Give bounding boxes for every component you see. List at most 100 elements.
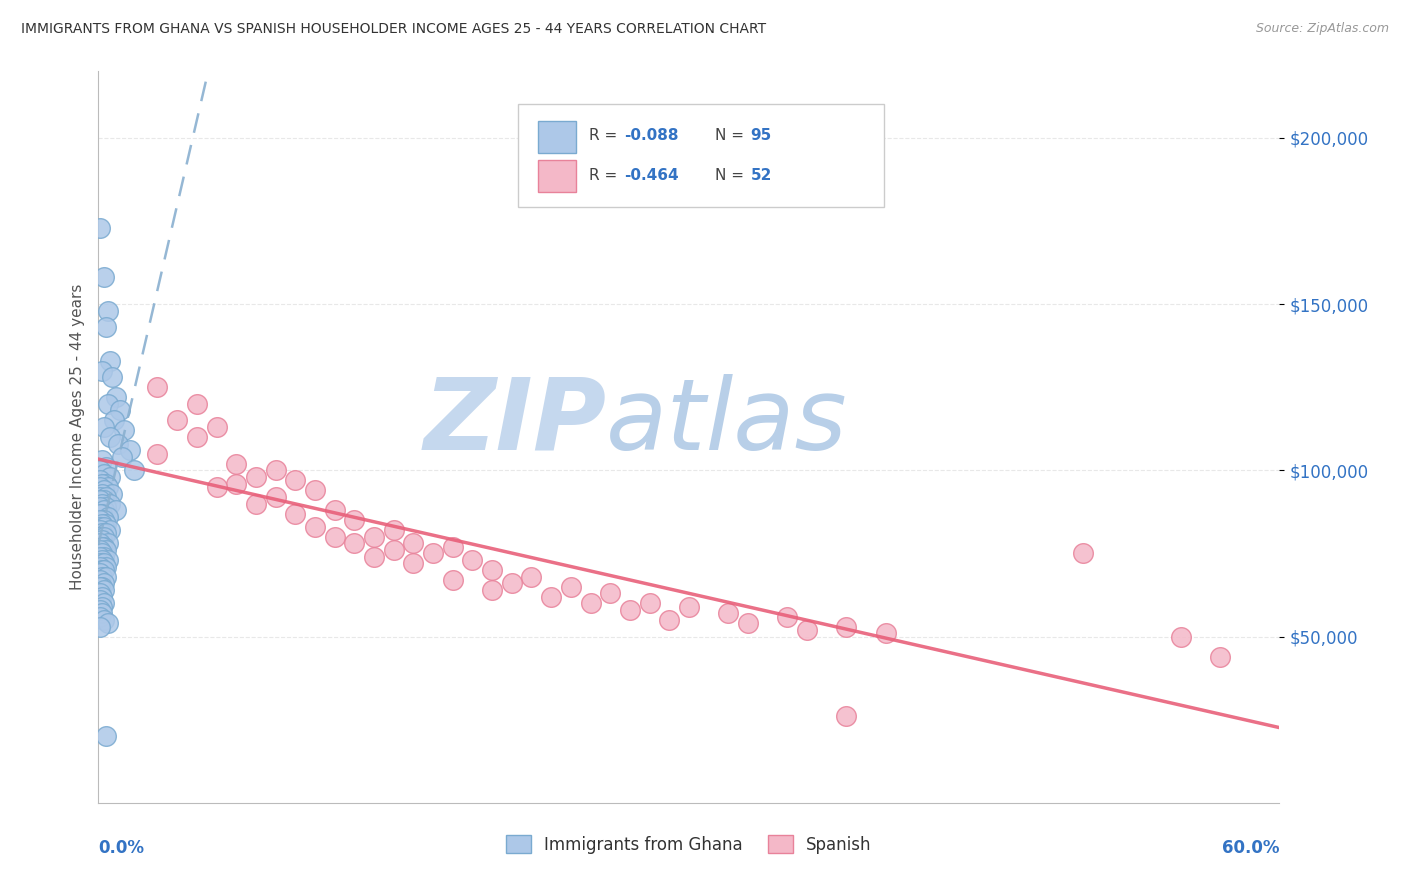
Point	[105, 390, 128, 404]
Point	[105, 503, 128, 517]
Point	[97, 536, 120, 550]
Point	[89, 536, 111, 550]
Point	[97, 553, 120, 567]
Point	[382, 523, 405, 537]
Text: 0.0%: 0.0%	[98, 839, 145, 857]
Point	[93, 467, 115, 481]
Point	[108, 403, 131, 417]
Point	[97, 397, 120, 411]
Point	[363, 549, 385, 564]
Point	[363, 530, 385, 544]
Point	[481, 563, 503, 577]
Point	[96, 320, 118, 334]
Point	[98, 470, 121, 484]
Point	[89, 523, 111, 537]
Point	[89, 619, 111, 633]
Point	[89, 573, 111, 587]
Point	[101, 370, 124, 384]
Point	[638, 596, 661, 610]
Point	[93, 520, 115, 534]
Text: N =: N =	[714, 168, 749, 183]
Point	[97, 303, 120, 318]
Point	[93, 613, 115, 627]
Point	[835, 709, 858, 723]
Point	[89, 593, 111, 607]
Point	[111, 450, 134, 464]
Point	[1209, 649, 1232, 664]
Point	[96, 500, 118, 514]
Point	[97, 616, 120, 631]
Point	[93, 513, 115, 527]
Point	[91, 590, 114, 604]
Text: ZIP: ZIP	[423, 374, 606, 471]
Point	[89, 530, 111, 544]
Point	[93, 582, 115, 597]
FancyBboxPatch shape	[517, 104, 884, 207]
Point	[264, 463, 287, 477]
Point	[89, 507, 111, 521]
Point	[678, 599, 700, 614]
Point	[835, 619, 858, 633]
Point	[89, 559, 111, 574]
Text: N =: N =	[714, 128, 749, 144]
Point	[91, 476, 114, 491]
Point	[89, 603, 111, 617]
Text: atlas: atlas	[606, 374, 848, 471]
Point	[89, 490, 111, 504]
Point	[93, 503, 115, 517]
Point	[91, 546, 114, 560]
Point	[93, 576, 115, 591]
Point	[91, 607, 114, 621]
Point	[91, 516, 114, 531]
Point	[91, 507, 114, 521]
Text: -0.464: -0.464	[624, 168, 679, 183]
Point	[93, 596, 115, 610]
Point	[112, 424, 135, 438]
Point	[89, 473, 111, 487]
Point	[98, 497, 121, 511]
Text: 95: 95	[751, 128, 772, 144]
Point	[96, 570, 118, 584]
Point	[93, 420, 115, 434]
Point	[225, 457, 247, 471]
Point	[93, 540, 115, 554]
Point	[205, 420, 228, 434]
Point	[89, 480, 111, 494]
Point	[93, 493, 115, 508]
Text: R =: R =	[589, 128, 621, 144]
Point	[737, 616, 759, 631]
Point	[560, 580, 582, 594]
Point	[91, 580, 114, 594]
Point	[540, 590, 562, 604]
Point	[89, 520, 111, 534]
Point	[89, 463, 111, 477]
Point	[323, 530, 346, 544]
Point	[382, 543, 405, 558]
Point	[658, 613, 681, 627]
Point	[96, 460, 118, 475]
Bar	[537, 121, 575, 153]
Point	[91, 540, 114, 554]
Point	[91, 599, 114, 614]
Point	[93, 563, 115, 577]
Point	[118, 443, 141, 458]
Point	[264, 490, 287, 504]
Point	[98, 523, 121, 537]
Point	[91, 563, 114, 577]
Point	[225, 476, 247, 491]
Text: -0.088: -0.088	[624, 128, 679, 144]
Point	[96, 729, 118, 743]
Point	[89, 220, 111, 235]
Point	[205, 480, 228, 494]
Point	[186, 397, 208, 411]
Point	[93, 557, 115, 571]
Point	[166, 413, 188, 427]
Point	[96, 543, 118, 558]
Point	[89, 493, 111, 508]
Text: 60.0%: 60.0%	[1222, 839, 1279, 857]
Point	[89, 549, 111, 564]
Point	[91, 486, 114, 500]
Point	[89, 557, 111, 571]
Point	[91, 570, 114, 584]
Point	[91, 526, 114, 541]
